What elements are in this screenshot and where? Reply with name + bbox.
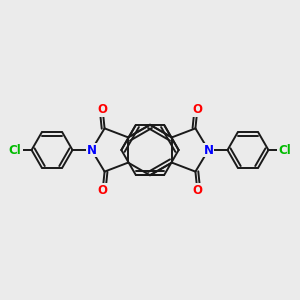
Text: N: N <box>87 143 97 157</box>
Text: O: O <box>192 103 203 116</box>
Text: O: O <box>98 103 108 116</box>
Text: O: O <box>98 184 108 197</box>
Text: N: N <box>203 143 213 157</box>
Text: O: O <box>192 184 203 197</box>
Text: Cl: Cl <box>278 143 291 157</box>
Text: Cl: Cl <box>9 143 22 157</box>
